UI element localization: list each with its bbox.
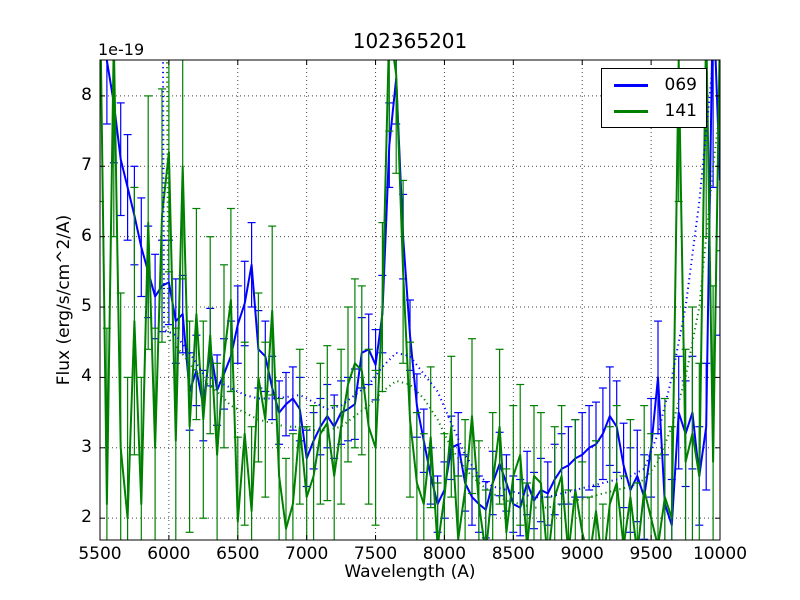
y-tick-label: 5 xyxy=(81,296,92,317)
legend-label-069: 069 xyxy=(664,75,697,95)
legend-item-141: 141 xyxy=(602,101,706,121)
x-tick-label: 7500 xyxy=(353,544,398,564)
y-tick-label: 8 xyxy=(81,84,92,105)
series-line-141 xyxy=(100,60,720,540)
series-line-069-smooth xyxy=(161,60,715,499)
y-axis-offset-label: 1e-19 xyxy=(98,40,145,59)
y-tick-label: 6 xyxy=(81,225,92,246)
y-tick-label: 4 xyxy=(81,366,92,387)
legend-line-blue xyxy=(614,83,648,87)
axes-frame xyxy=(99,59,721,541)
x-tick-label: 8500 xyxy=(491,544,535,564)
x-tick-label: 6000 xyxy=(147,544,191,564)
y-tick-label: 3 xyxy=(81,436,92,457)
tick-marks xyxy=(99,60,721,540)
x-tick-label: 6500 xyxy=(216,544,260,564)
legend-line-green xyxy=(614,109,648,113)
plot-title: 102365201 xyxy=(352,29,468,53)
series-line-141-smooth xyxy=(166,60,720,509)
x-tick-label: 10000 xyxy=(692,544,748,564)
x-tick-label: 9500 xyxy=(629,544,673,564)
data-layer xyxy=(100,60,720,540)
legend: 069 141 xyxy=(601,68,707,128)
y-tick-label: 7 xyxy=(81,155,92,176)
y-tick-label: 2 xyxy=(81,507,92,528)
x-tick-label: 7000 xyxy=(285,544,329,564)
x-axis-label: Wavelength (A) xyxy=(344,562,476,582)
legend-item-069: 069 xyxy=(602,75,706,95)
legend-label-141: 141 xyxy=(664,101,697,121)
x-tick-label: 5500 xyxy=(78,544,122,564)
x-tick-label: 8000 xyxy=(422,544,467,564)
x-tick-label: 9000 xyxy=(560,544,604,564)
